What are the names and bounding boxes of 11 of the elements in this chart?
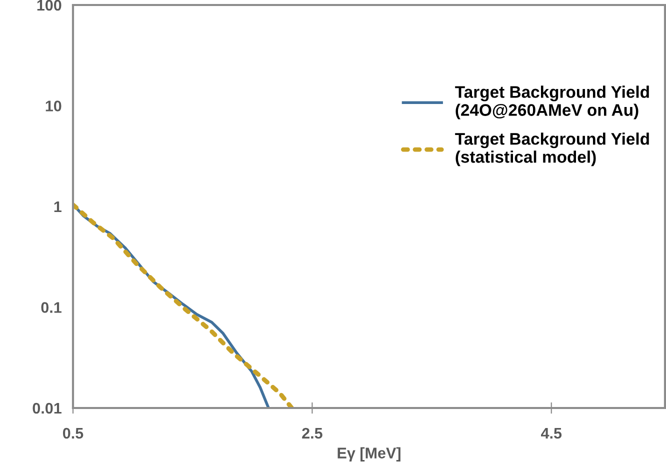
x-tick-label: 0.5 bbox=[62, 428, 84, 439]
y-tick-label: 0.01 bbox=[32, 402, 62, 414]
x-tick-label: 4.5 bbox=[540, 428, 562, 439]
x-tick-label: 2.5 bbox=[302, 428, 322, 439]
y-tick-label: 10 bbox=[46, 100, 62, 112]
y-tick-label: 1 bbox=[54, 202, 62, 212]
x-axis-title: Eγ [MeV] bbox=[338, 447, 400, 462]
y-tick-label: 100 bbox=[37, 0, 62, 11]
y-tick-label: 0.1 bbox=[41, 302, 62, 313]
legend-label: Target Background Yield (statistical model) bbox=[455, 132, 649, 166]
legend-label: Target Background Yield (24O@260AMeV on Au) bbox=[455, 86, 649, 120]
